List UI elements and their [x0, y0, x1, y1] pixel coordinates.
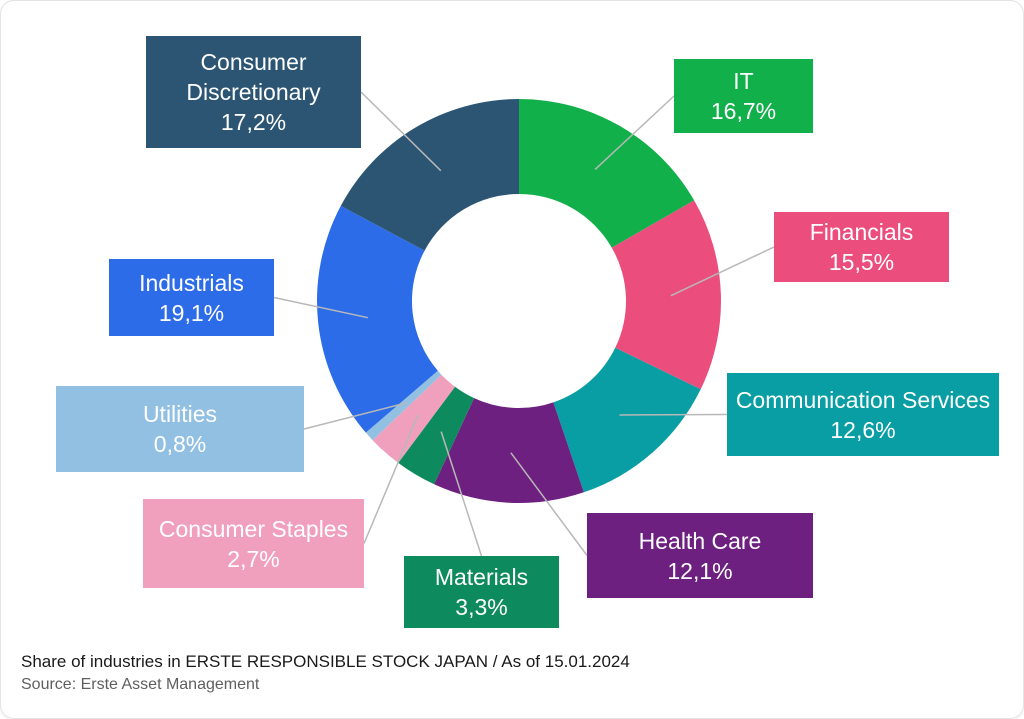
callout-value: 12,1%	[667, 557, 733, 584]
callout-value: 12,6%	[830, 416, 896, 443]
donut-segment-8	[340, 99, 519, 251]
caption-title: Share of industries in ERSTE RESPONSIBLE…	[21, 652, 630, 671]
donut-segment-4	[398, 386, 475, 485]
leader-line-6	[303, 402, 407, 430]
leader-line-2	[619, 413, 728, 416]
donut-segment-6	[365, 370, 442, 441]
callout-label: Utilities	[142, 401, 218, 427]
donut-segment-5	[372, 374, 456, 463]
callout-label: IT	[733, 68, 754, 94]
chart-caption: Share of industries in ERSTE RESPONSIBLE…	[21, 649, 630, 696]
callout-label: Communication Services	[735, 386, 991, 413]
callout-financials: Financials 15,5%	[774, 212, 949, 282]
callout-value: 0,8%	[153, 431, 207, 457]
callout-label: Financials	[809, 219, 914, 245]
leader-line-1	[670, 246, 775, 297]
donut-segment-2	[553, 347, 701, 493]
leader-line-4	[440, 431, 483, 557]
leader-line-5	[363, 414, 419, 544]
caption-source: Source: Erste Asset Management	[21, 676, 260, 693]
callout-utilities: Utilities 0,8%	[56, 386, 304, 472]
callout-value: 17,2%	[220, 109, 287, 135]
donut-segment-0	[519, 99, 695, 248]
callout-communication-services: Communication Services 12,6%	[727, 373, 999, 456]
callout-value: 3,3%	[455, 594, 508, 620]
callout-industrials: Industrials 19,1%	[109, 259, 274, 336]
callout-it: IT 16,7%	[674, 59, 813, 133]
callout-label: Consumer Staples	[158, 515, 349, 542]
callout-label: Health Care	[638, 527, 762, 554]
donut-segment-7	[317, 205, 438, 433]
callout-label: Industrials	[139, 269, 244, 296]
callout-materials: Materials 3,3%	[404, 556, 559, 628]
donut-segment-3	[434, 398, 584, 503]
leader-line-8	[360, 91, 442, 172]
callout-label: Materials	[434, 564, 529, 590]
callout-consumer-discretionary: Consumer Discretionary 17,2%	[146, 36, 361, 148]
callout-value: 15,5%	[828, 249, 895, 275]
leader-line-3	[510, 452, 588, 556]
leader-line-0	[594, 95, 675, 170]
donut-segment-1	[611, 200, 722, 390]
callout-health-care: Health Care 12,1%	[587, 513, 813, 598]
callout-value: 2,7%	[227, 545, 280, 572]
callout-label: Consumer Discretionary	[186, 49, 321, 105]
callout-value: 16,7%	[710, 98, 777, 124]
leader-line-7	[273, 296, 369, 319]
callout-value: 19,1%	[158, 299, 225, 326]
callout-consumer-staples: Consumer Staples 2,7%	[143, 499, 364, 588]
